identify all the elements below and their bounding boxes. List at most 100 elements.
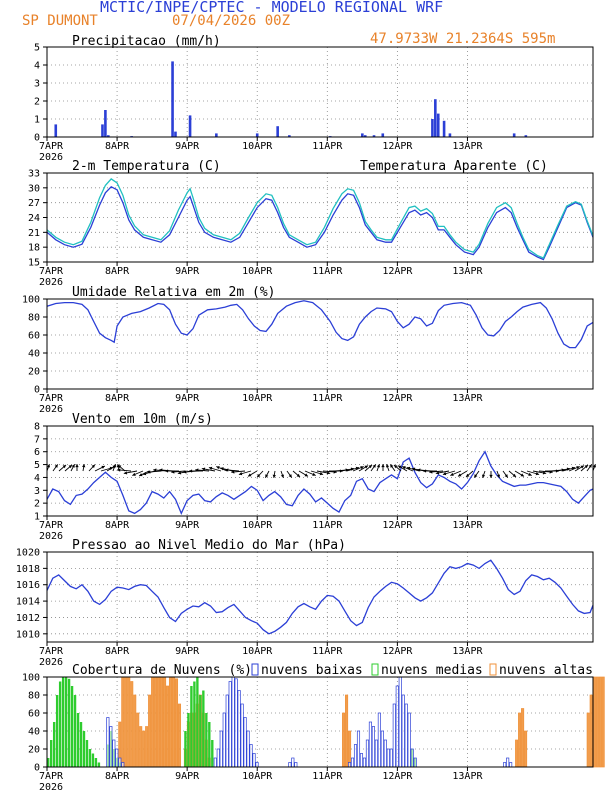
y-tick-label: 0 — [34, 385, 40, 396]
cloud-bar-green — [193, 681, 196, 767]
precip-bar — [276, 126, 279, 137]
panel-frame — [46, 298, 594, 390]
x-tick-label: 13APR — [452, 520, 483, 531]
cloud-bar-blue — [228, 681, 232, 768]
cloud-bar-orange — [160, 676, 164, 768]
y-tick-label: 60 — [28, 709, 40, 720]
cloud-bar-orange — [177, 703, 182, 768]
cloud-bar-blue — [407, 712, 411, 768]
wind-arrowhead — [71, 464, 75, 468]
wind-arrowhead — [312, 472, 316, 476]
cloud-bar-blue — [380, 730, 384, 768]
y-tick-label: 5 — [34, 460, 40, 471]
panel-title: Umidade Relativa em 2m (%) — [72, 285, 276, 300]
x-tick-label: 7APR — [39, 520, 64, 531]
precip-bar — [288, 135, 291, 137]
x-tick-label: 11APR — [312, 266, 343, 277]
wind-arrowhead — [535, 472, 540, 476]
wind-arrowhead — [231, 470, 235, 474]
y-tick-label: 1 — [34, 512, 40, 523]
y-tick-label: 0 — [34, 133, 40, 144]
cloud-bar-orange — [515, 739, 519, 768]
cloud-bar-blue — [368, 721, 372, 768]
cloud-bar-orange — [154, 676, 158, 768]
cloud-bar-blue — [386, 748, 390, 768]
x-tick-label: 8APR — [105, 266, 130, 277]
legend-label: nuvens medias — [381, 663, 483, 678]
wind-arrowhead — [458, 473, 462, 477]
y-tick-label: 3 — [34, 486, 40, 497]
wind-arrowhead — [159, 468, 163, 472]
wind-arrowhead — [584, 464, 588, 469]
wind-arrowhead — [153, 468, 157, 472]
cloud-bar-blue — [392, 703, 396, 768]
series-line-blue — [46, 450, 594, 516]
precip-bar — [448, 133, 452, 137]
wind-arrowhead — [402, 466, 406, 470]
cloud-bar-orange — [145, 726, 149, 768]
header-title: MCTIC/INPE/CPTEC - MODELO REGIONAL WRF — [100, 0, 443, 16]
cloud-bar-green — [196, 677, 199, 767]
cloud-bar-blue — [222, 712, 226, 768]
wind-arrowhead — [360, 466, 364, 470]
header-station: SP DUMONT — [22, 13, 98, 29]
cloud-bar-blue — [362, 757, 366, 768]
x-tick-label: 9APR — [175, 141, 200, 152]
series-line-blue — [46, 186, 594, 261]
wind-arrowhead — [62, 464, 66, 469]
series-line-blue — [46, 300, 594, 349]
wind-arrowhead — [139, 473, 143, 477]
cloud-bar-blue — [294, 762, 298, 768]
wind-arrowhead — [381, 464, 385, 468]
x-tick-label: 9APR — [175, 771, 200, 782]
wind-arrowhead — [435, 471, 440, 475]
legend-swatch — [371, 663, 379, 676]
x-tick-label: 8APR — [105, 646, 130, 657]
wind-arrowhead — [189, 469, 193, 473]
cloud-bar-orange — [142, 730, 146, 768]
y-tick-label: 1 — [34, 115, 40, 126]
wind-arrowhead — [319, 472, 324, 476]
cloud-bar-blue — [377, 712, 381, 768]
precip-bar — [188, 115, 192, 137]
cloud-bar-orange — [518, 712, 522, 768]
wind-arrowhead — [216, 466, 220, 470]
wind-arrowhead — [201, 467, 206, 471]
y-tick-label: 8 — [34, 422, 40, 433]
x-tick-label: 10APR — [242, 520, 273, 531]
cloud-bar-orange — [139, 726, 143, 768]
wind-arrowhead — [398, 465, 402, 469]
precip-bar — [442, 120, 446, 137]
precip-bar — [512, 133, 516, 137]
wind-arrowhead — [528, 472, 532, 476]
cloud-bar-orange — [133, 694, 137, 768]
wind-arrowhead — [183, 470, 187, 474]
wind-arrowhead — [386, 464, 390, 468]
cloud-bar-blue — [115, 748, 119, 768]
cloud-bar-orange — [171, 676, 176, 768]
y-tick-label: 4 — [34, 61, 40, 72]
wind-arrowhead — [46, 464, 50, 468]
x-year-label: 2026 — [39, 404, 63, 415]
cloud-bar-green — [91, 753, 95, 767]
x-tick-label: 12APR — [382, 771, 413, 782]
x-tick-label: 11APR — [312, 141, 343, 152]
cloud-bar-blue — [395, 685, 399, 768]
wind-arrowhead — [147, 470, 151, 474]
y-tick-label: 1010 — [16, 629, 40, 640]
wind-arrowhead — [257, 473, 261, 478]
legend-label: Temperatura Aparente (C) — [360, 159, 548, 174]
wind-arrowhead — [489, 474, 493, 478]
cloud-bar-green — [187, 713, 190, 767]
wind-arrowhead — [112, 464, 116, 468]
cloud-bar-green — [184, 731, 187, 767]
precip-bar — [436, 113, 440, 137]
panel-pressure: 1010 1012 1014 1016 1018 1020 7APR 8APR 9APR 10AP… — [16, 538, 594, 668]
cloud-bar-green — [211, 740, 214, 767]
precip-bar — [101, 124, 104, 137]
wind-arrowhead — [296, 473, 300, 478]
y-tick-label: 1020 — [16, 548, 40, 559]
cloud-bar-blue — [506, 757, 510, 768]
cloud-bar-orange — [586, 712, 590, 768]
